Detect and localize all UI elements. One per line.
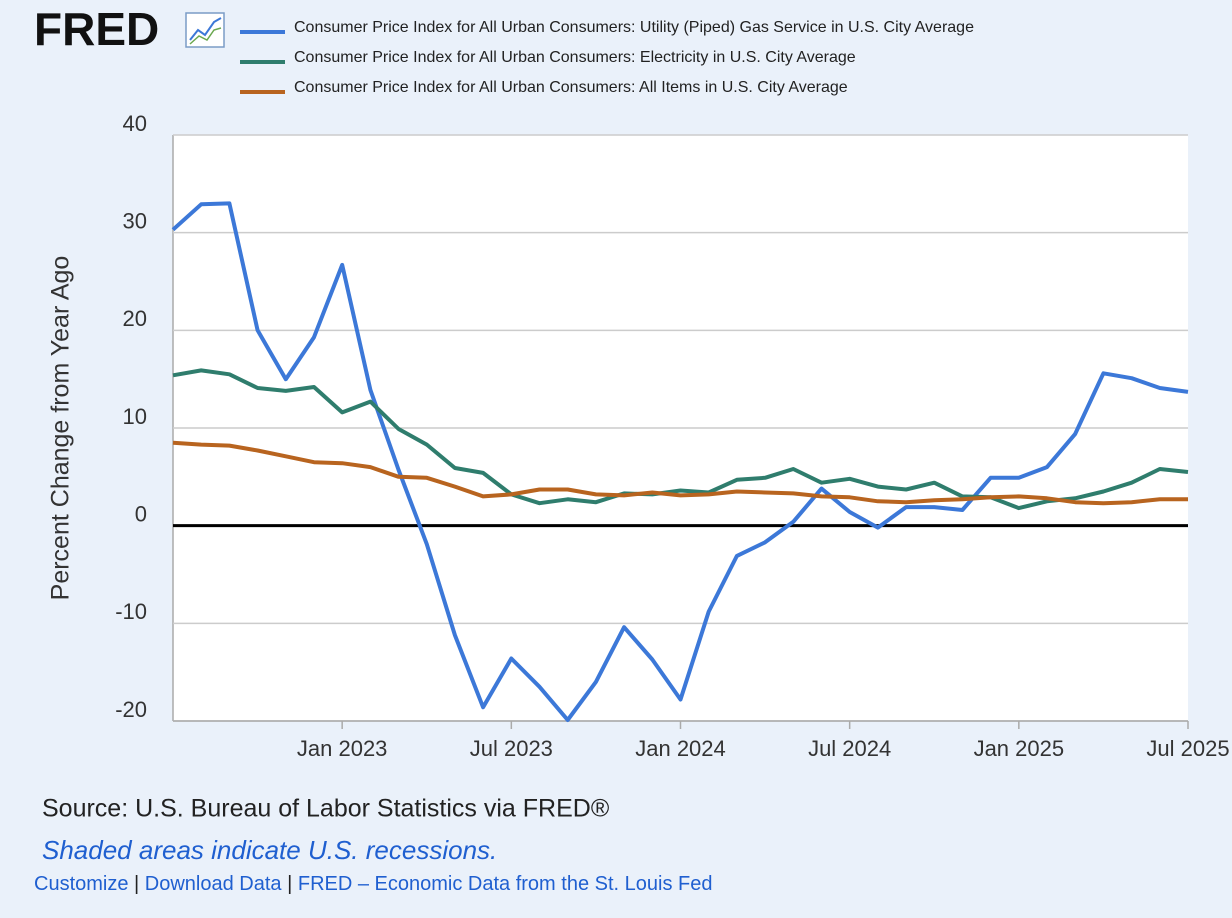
y-tick-label: 30 [123, 208, 147, 233]
x-tick-label: Jul 2024 [808, 736, 891, 761]
legend-label: Consumer Price Index for All Urban Consu… [294, 79, 848, 96]
footer-links: Customize | Download Data | FRED – Econo… [34, 873, 712, 895]
series-line [172, 440, 1188, 506]
x-tick-label: Jul 2023 [470, 736, 553, 761]
y-tick-label: -20 [115, 697, 147, 722]
legend-label: Consumer Price Index for All Urban Consu… [294, 49, 856, 66]
y-tick-label: -10 [115, 599, 147, 624]
footer-link[interactable]: FRED – Economic Data from the St. Louis … [298, 873, 713, 895]
x-tick-label: Jan 2023 [297, 736, 388, 761]
y-tick-label: 40 [123, 111, 147, 136]
x-tick-label: Jul 2025 [1146, 736, 1229, 761]
y-tick-label: 10 [123, 404, 147, 429]
source: Source: U.S. Bureau of Labor Statistics … [42, 795, 610, 823]
footer-link[interactable]: Customize [34, 873, 128, 895]
logo-icon [185, 12, 225, 48]
x-tick-label: Jan 2025 [974, 736, 1065, 761]
y-tick-label: 20 [123, 306, 147, 331]
link-separator: | [128, 873, 144, 895]
y-tick-label: 0 [135, 501, 147, 526]
logo: FRED [34, 3, 159, 55]
footer-link[interactable]: Download Data [145, 873, 283, 895]
series-line [171, 201, 1189, 722]
recession-note: Shaded areas indicate U.S. recessions. [42, 835, 497, 865]
x-tick-label: Jan 2024 [635, 736, 726, 761]
link-separator: | [282, 873, 298, 895]
series-line [172, 368, 1189, 511]
y-axis-label: Percent Change from Year Ago [47, 256, 75, 601]
legend-label: Consumer Price Index for All Urban Consu… [294, 19, 974, 36]
